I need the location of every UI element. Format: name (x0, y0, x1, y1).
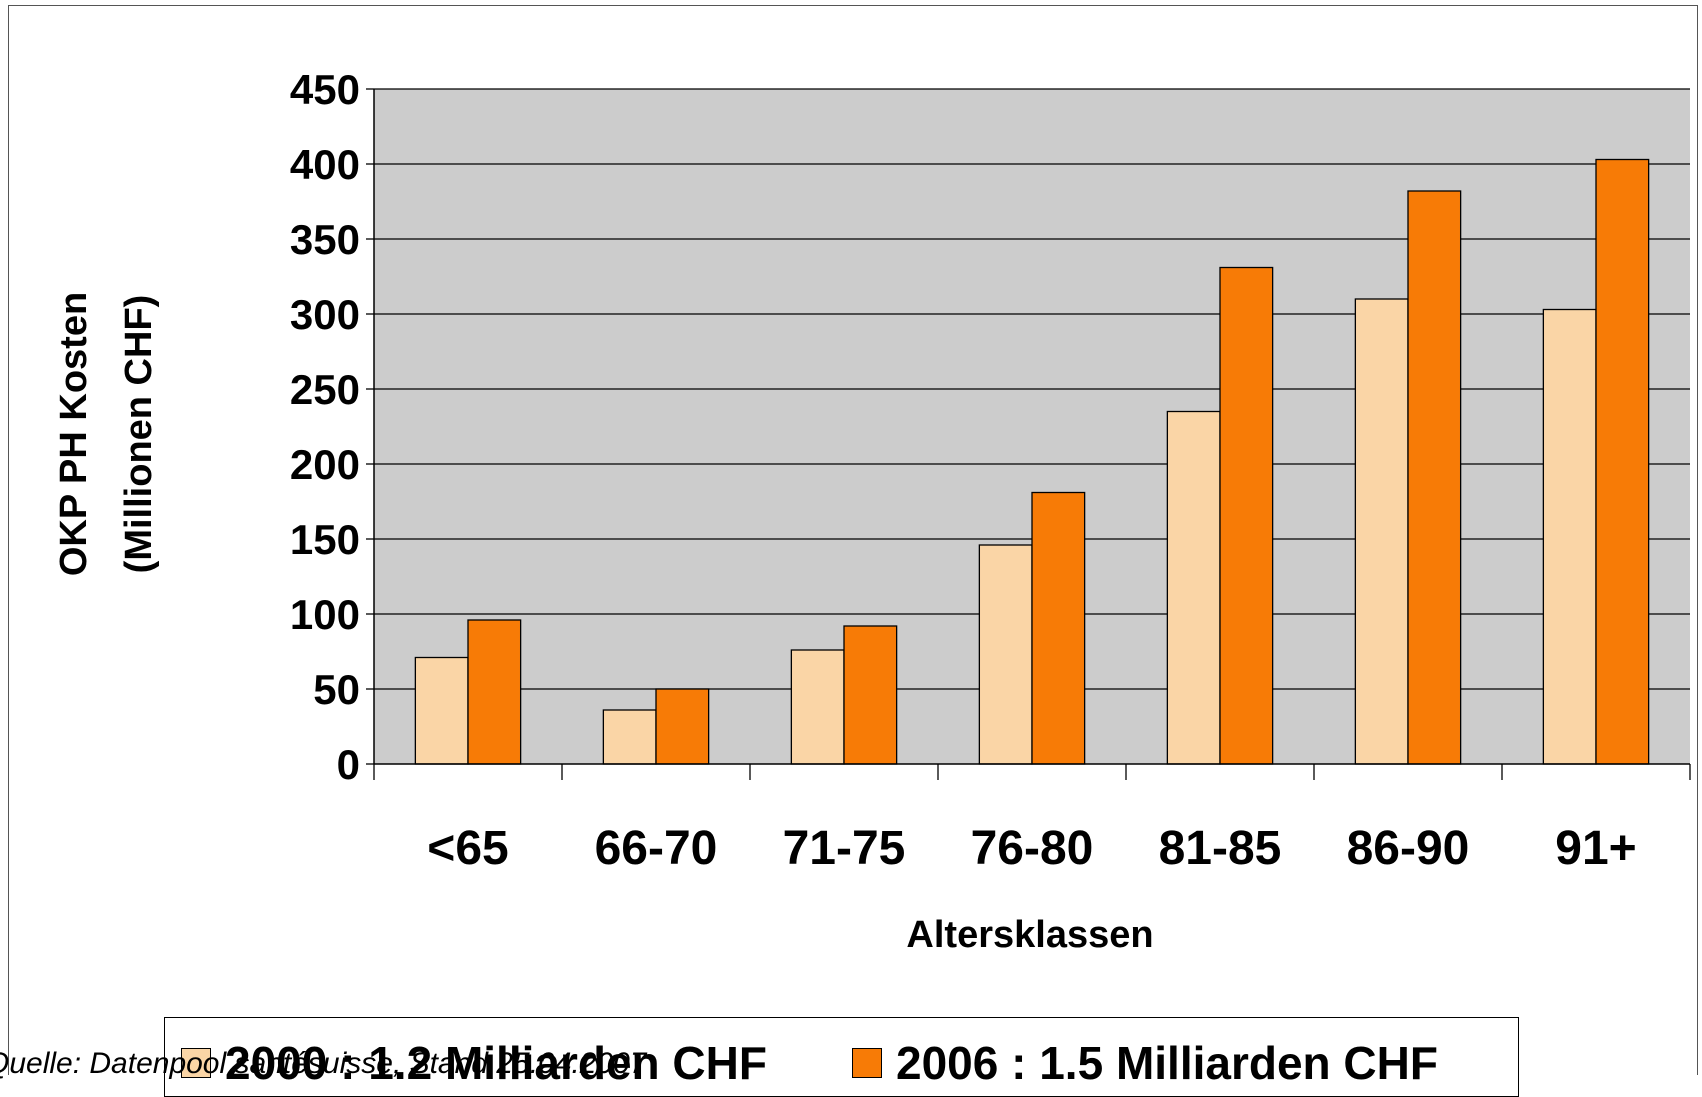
axes (373, 89, 1691, 780)
bar-2000-<65 (414, 656, 469, 765)
bar-2000-81-85 (1166, 410, 1221, 765)
x-category-label: 71-75 (783, 822, 906, 875)
legend-item-2006: 2006 : 1.5 Milliarden CHF (852, 1036, 1438, 1090)
y-axis-title-line1: OKP PH Kosten (53, 292, 95, 576)
bar-chart: 0 50 100 150 200 250 300 350 400 450 <65 66-70 71-7… (53, 66, 1691, 956)
y-tick-label: 250 (290, 366, 360, 413)
y-tick-label: 0 (337, 741, 360, 788)
bar-2006-91+ (1595, 158, 1650, 765)
legend-swatch-2006 (852, 1048, 882, 1078)
y-tick-label: 150 (290, 516, 360, 563)
x-axis-title: Altersklassen (906, 914, 1153, 956)
bar-2000-86-90 (1354, 298, 1409, 765)
y-tick-label: 350 (290, 216, 360, 263)
x-category-label: 76-80 (971, 822, 1094, 875)
y-tick-label: 400 (290, 141, 360, 188)
bar-2006-76-80 (1031, 491, 1086, 765)
bar-2000-71-75 (790, 649, 845, 765)
x-category-labels: <65 66-70 71-75 76-80 81-85 86-90 91+ (427, 822, 1636, 875)
x-category-label: 86-90 (1347, 822, 1470, 875)
bar-2000-91+ (1542, 308, 1597, 765)
y-tick-label: 300 (290, 291, 360, 338)
bars (414, 158, 1650, 765)
y-tick-label: 200 (290, 441, 360, 488)
y-tick-label: 50 (313, 666, 360, 713)
chart-frame (8, 5, 1698, 1075)
y-tick-label: 100 (290, 591, 360, 638)
legend-label-2006: 2006 : 1.5 Milliarden CHF (896, 1037, 1438, 1089)
y-tick-labels: 0 50 100 150 200 250 300 350 400 450 (290, 66, 360, 788)
x-category-label: 81-85 (1159, 822, 1282, 875)
bar-2006-<65 (467, 619, 522, 765)
source-note: Quelle: Datenpool santésuisse, Stand 25.… (0, 1047, 647, 1080)
bar-2006-66-70 (655, 688, 710, 765)
y-tick-label: 450 (290, 66, 360, 113)
x-category-label: 66-70 (595, 822, 718, 875)
bar-2006-81-85 (1219, 266, 1274, 765)
bar-2006-71-75 (843, 625, 898, 765)
x-category-label: <65 (427, 822, 508, 875)
bar-2000-66-70 (602, 709, 657, 765)
x-category-label: 91+ (1555, 822, 1636, 875)
y-axis-title-line2: (Millionen CHF) (118, 295, 160, 574)
bar-2000-76-80 (978, 544, 1033, 765)
bar-2006-86-90 (1407, 190, 1462, 765)
